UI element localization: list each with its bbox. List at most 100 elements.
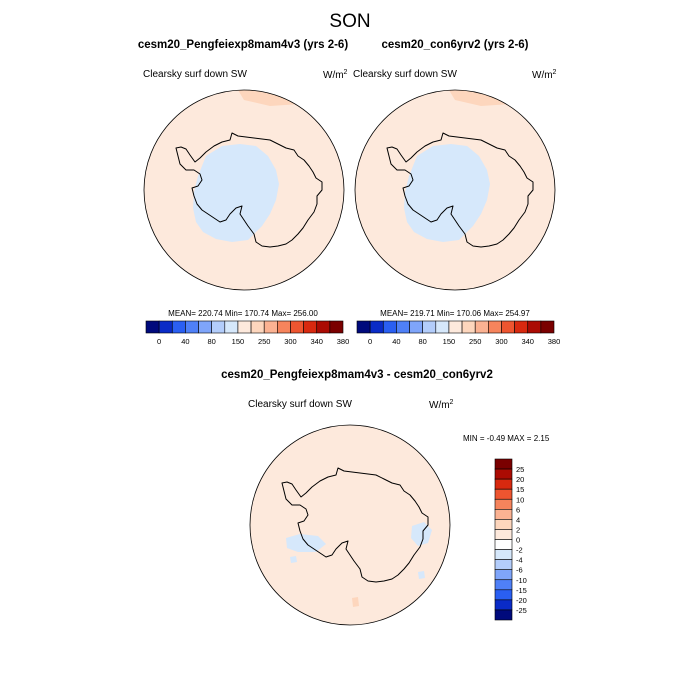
colorbar-swatch [369,320,384,334]
colorbar-tick-label: -4 [516,556,523,565]
colorbar-tick-label: 340 [521,337,534,346]
colorbar-tick-label: 6 [516,505,520,514]
colorbar-swatch [494,539,513,550]
colorbar-tick-label: 380 [548,337,561,346]
colorbar-swatch [435,320,450,334]
colorbar-tick-label: 80 [207,337,215,346]
colorbar-tick-label: 0 [157,337,161,346]
negative-region [411,522,432,546]
panel-difference: cesm20_Pengfeiexp8mam4v3 - cesm20_con6yr… [221,369,550,626]
colorbar-swatch [329,320,344,334]
stats-text: MEAN= 219.71 Min= 170.06 Max= 254.97 [380,309,530,318]
colorbar-swatch [494,549,513,560]
colorbar-tick-label: 150 [443,337,456,346]
colorbar-swatch [494,599,513,611]
colorbar-swatch [382,320,397,334]
colorbar-swatch [494,468,513,480]
stats-text: MIN = -0.49 MAX = 2.15 [463,434,550,443]
colorbar-swatch [494,559,513,570]
colorbar-swatch [527,320,542,334]
panel-title: cesm20_Pengfeiexp8mam4v3 (yrs 2-6) [138,39,348,51]
colorbar-tick-label: 25 [516,465,524,474]
negative-region [418,571,425,579]
colorbar-tick-label: 250 [469,337,482,346]
colorbar-swatch [494,498,513,510]
colorbar-swatch [303,320,318,334]
colorbar-tick-label: 0 [516,536,520,545]
negative-region [290,556,297,563]
colorbar-tick-label: 380 [337,337,350,346]
colorbar-swatch [171,320,186,334]
panel-experiment: cesm20_Pengfeiexp8mam4v3 (yrs 2-6) Clear… [138,39,349,346]
colorbar-swatch [316,320,331,334]
colorbar-swatch [198,320,212,334]
colorbar-swatch [540,320,555,334]
colorbar-tick-label: 300 [284,337,297,346]
colorbar: 0 40 80 150 250 300 340 380 [356,320,561,346]
colorbar-swatch [277,320,291,334]
colorbar-tick-label: 15 [516,485,524,494]
colorbar-tick-label: -2 [516,546,523,555]
colorbar-tick-label: 2 [516,525,520,534]
colorbar-swatch [494,589,513,601]
colorbar-tick-label: 150 [232,337,245,346]
season-title: SON [329,11,370,32]
colorbar-swatch [494,529,513,540]
polar-map [355,90,555,290]
panel-title: cesm20_Pengfeiexp8mam4v3 - cesm20_con6yr… [221,369,493,381]
low-value-region [404,144,490,242]
colorbar-tick-label: -15 [516,586,527,595]
colorbar-swatch [211,320,226,334]
colorbar-swatch [158,320,173,334]
positive-region [352,597,359,607]
low-value-region [193,144,279,242]
colorbar-swatch [263,320,278,334]
colorbar-swatch [290,320,304,334]
colorbar-swatch [474,320,489,334]
colorbar-tick-label: 0 [368,337,372,346]
colorbar-swatch [356,320,371,334]
colorbar-swatch [396,320,410,334]
colorbar-tick-label: 340 [310,337,323,346]
colorbar-swatch [145,320,160,334]
colorbar-swatch [514,320,529,334]
map-border [143,89,345,291]
colorbar-swatch [494,569,513,581]
units-label: W/m2 [532,69,557,81]
polar-map [144,90,344,290]
colorbar-swatch [488,320,502,334]
colorbar-tick-label: -25 [516,606,527,615]
colorbar-swatch [448,320,463,334]
panel-control: cesm20_con6yrv2 (yrs 2-6) Clearsky surf … [353,39,560,346]
map-border [354,89,556,291]
map-border [249,424,451,626]
field-label: Clearsky surf down SW [143,69,247,80]
colorbar-tick-label: 40 [181,337,189,346]
colorbar-swatch [250,320,265,334]
colorbar-swatch [185,320,199,334]
stats-text: MEAN= 220.74 Min= 170.74 Max= 256.00 [168,309,318,318]
colorbar-swatch [494,488,513,500]
units-label: W/m2 [323,69,348,81]
colorbar-swatch [501,320,515,334]
colorbar-tick-label: -6 [516,566,523,575]
colorbar-tick-label: 250 [258,337,271,346]
field-label: Clearsky surf down SW [353,69,457,80]
polar-map [250,425,450,625]
colorbar-swatch [461,320,476,334]
colorbar-swatch [494,478,513,490]
colorbar-swatch [422,320,437,334]
colorbar-tick-label: 4 [516,515,520,524]
colorbar-swatch [494,509,513,520]
colorbar-tick-label: -10 [516,576,527,585]
colorbar-swatch [494,579,513,591]
colorbar-swatch [494,458,513,470]
units-label: W/m2 [429,399,454,411]
field-label: Clearsky surf down SW [248,399,352,410]
colorbar-tick-label: -20 [516,596,527,605]
colorbar-swatch [237,320,252,334]
colorbar-tick-label: 40 [392,337,400,346]
colorbar-swatch [224,320,239,334]
